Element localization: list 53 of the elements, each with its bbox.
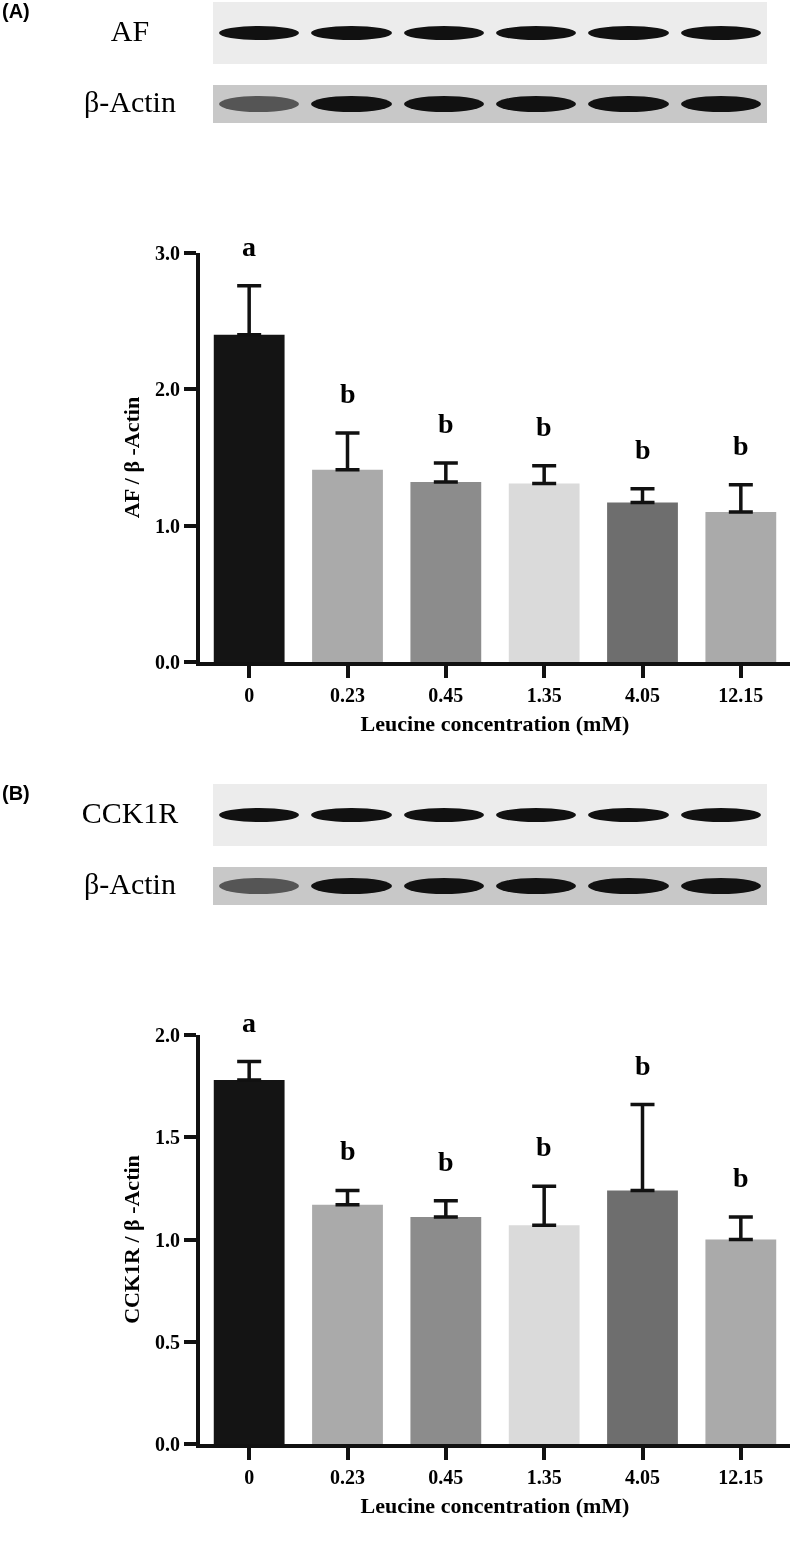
bar (312, 1204, 383, 1444)
annotation: b (635, 434, 651, 465)
y-tick-label: 2.0 (155, 1024, 180, 1046)
annotation: b (536, 411, 552, 442)
x-axis-title: Leucine concentration (mM) (360, 711, 630, 737)
x-tick-label: 0 (244, 684, 255, 706)
bar (607, 502, 678, 662)
x-tick-label: 0.45 (428, 684, 464, 706)
annotation: b (733, 430, 749, 461)
x-tick-label: 0.23 (330, 1466, 365, 1488)
y-axis-title: CCK1R / β -Actin (119, 1155, 145, 1324)
annotation: b (340, 378, 356, 409)
text: β-Actin (83, 867, 177, 901)
x-tick-label: 0 (244, 1466, 255, 1488)
y-tick-label: 1.0 (155, 1228, 180, 1251)
x-tick-label: 12.15 (718, 684, 764, 706)
x-tick-label: 4.05 (625, 1466, 660, 1488)
annotation: b (438, 1146, 454, 1177)
text: CCK1R (80, 796, 180, 830)
x-tick-label: 4.05 (625, 684, 660, 706)
y-tick-label: 0.5 (155, 1330, 180, 1353)
y-tick-label: 3.0 (155, 242, 180, 264)
annotation: b (536, 1131, 552, 1162)
text: (B) (2, 782, 30, 805)
bar (410, 482, 482, 662)
y-tick-label: 1.5 (155, 1126, 180, 1149)
annotation: b (438, 408, 454, 439)
bar (410, 1217, 482, 1444)
annotation: b (733, 1162, 749, 1193)
bar (508, 483, 580, 662)
annotation: b (635, 1050, 651, 1081)
bar (705, 512, 777, 662)
bar (607, 1190, 678, 1444)
x-tick-label: 1.35 (526, 684, 562, 706)
x-tick-label: 0.23 (330, 684, 365, 706)
annotation: a (242, 231, 256, 262)
bar (508, 1225, 580, 1444)
y-axis-title: AF / β -Actin (119, 396, 145, 519)
x-axis-title: Leucine concentration (mM) (360, 1493, 630, 1519)
y-tick-label: 0.0 (155, 651, 180, 673)
text: β-Actin (83, 85, 177, 119)
text: AF (109, 14, 151, 48)
annotation: b (340, 1135, 356, 1166)
bar (705, 1239, 777, 1444)
bar (312, 469, 383, 662)
y-tick-label: 1.0 (155, 514, 180, 537)
y-tick-label: 0.0 (155, 1433, 180, 1455)
x-tick-label: 1.35 (526, 1466, 562, 1488)
text: (A) (2, 0, 30, 23)
annotation: a (242, 1007, 256, 1038)
x-tick-label: 12.15 (718, 1466, 764, 1488)
x-tick-label: 0.45 (428, 1466, 464, 1488)
y-tick-label: 2.0 (155, 378, 180, 401)
